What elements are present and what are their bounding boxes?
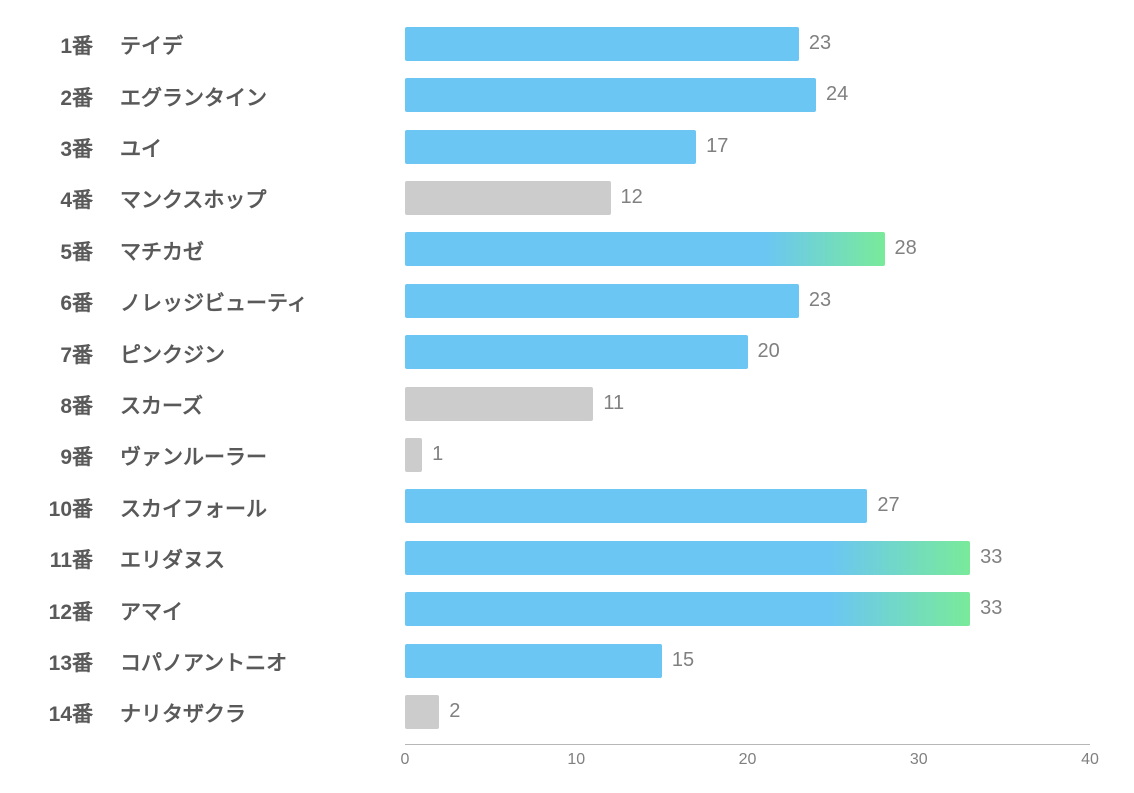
bar bbox=[405, 592, 970, 626]
chart-container: 1番テイデ 2番エグランタイン 3番ユイ 4番マンクスホップ 5番マチカゼ 6番ノレッジビ… bbox=[0, 0, 1134, 793]
bar-value-label: 15 bbox=[672, 649, 694, 672]
row-number: 11番 bbox=[35, 544, 101, 574]
bar bbox=[405, 232, 885, 266]
bar bbox=[405, 695, 439, 729]
bar bbox=[405, 130, 696, 164]
row-name: アマイ bbox=[120, 596, 183, 626]
x-tick-label: 0 bbox=[401, 751, 410, 769]
bar bbox=[405, 78, 816, 112]
row-number: 5番 bbox=[35, 236, 101, 266]
row-number: 8番 bbox=[35, 390, 101, 420]
x-tick-label: 40 bbox=[1081, 751, 1099, 769]
row-name: テイデ bbox=[120, 30, 183, 60]
bar bbox=[405, 489, 867, 523]
row-number: 10番 bbox=[35, 493, 101, 523]
x-tick-label: 20 bbox=[739, 751, 757, 769]
bar-value-label: 23 bbox=[809, 289, 831, 312]
row-number: 2番 bbox=[35, 82, 101, 112]
row-number: 1番 bbox=[35, 30, 101, 60]
row-number: 12番 bbox=[35, 596, 101, 626]
bar bbox=[405, 284, 799, 318]
row-name: エリダヌス bbox=[120, 544, 225, 574]
row-name: コパノアントニオ bbox=[120, 647, 287, 677]
bar bbox=[405, 438, 422, 472]
row-name: ピンクジン bbox=[120, 339, 225, 369]
row-name: マチカゼ bbox=[120, 236, 204, 266]
row-name: ユイ bbox=[120, 133, 162, 163]
bar-value-label: 1 bbox=[432, 443, 443, 466]
x-axis: 010203040 bbox=[405, 744, 1090, 745]
bar bbox=[405, 335, 748, 369]
row-number: 13番 bbox=[35, 647, 101, 677]
bar-value-label: 27 bbox=[877, 494, 899, 517]
row-number: 6番 bbox=[35, 287, 101, 317]
bar-value-label: 33 bbox=[980, 546, 1002, 569]
row-name: スカーズ bbox=[120, 390, 203, 420]
bar bbox=[405, 644, 662, 678]
row-name: マンクスホップ bbox=[120, 184, 266, 214]
bar-value-label: 20 bbox=[758, 340, 780, 363]
row-number: 9番 bbox=[35, 441, 101, 471]
row-number: 14番 bbox=[35, 698, 101, 728]
bar-value-label: 23 bbox=[809, 32, 831, 55]
row-name: スカイフォール bbox=[120, 493, 267, 523]
row-name: ノレッジビューティ bbox=[120, 287, 308, 317]
bar-value-label: 11 bbox=[603, 392, 624, 415]
bar-value-label: 2 bbox=[449, 700, 460, 723]
bar bbox=[405, 27, 799, 61]
x-tick-label: 30 bbox=[910, 751, 928, 769]
bar bbox=[405, 181, 611, 215]
x-tick-label: 10 bbox=[567, 751, 585, 769]
bar-value-label: 12 bbox=[621, 186, 643, 209]
row-number: 7番 bbox=[35, 339, 101, 369]
row-name: ヴァンルーラー bbox=[120, 441, 267, 471]
bar bbox=[405, 387, 593, 421]
row-number: 4番 bbox=[35, 184, 101, 214]
bar-value-label: 24 bbox=[826, 83, 848, 106]
bar-value-label: 28 bbox=[895, 237, 917, 260]
bar bbox=[405, 541, 970, 575]
bar-value-label: 17 bbox=[706, 135, 728, 158]
row-name: エグランタイン bbox=[120, 82, 267, 112]
row-name: ナリタザクラ bbox=[120, 698, 246, 728]
bar-value-label: 33 bbox=[980, 597, 1002, 620]
row-number: 3番 bbox=[35, 133, 101, 163]
